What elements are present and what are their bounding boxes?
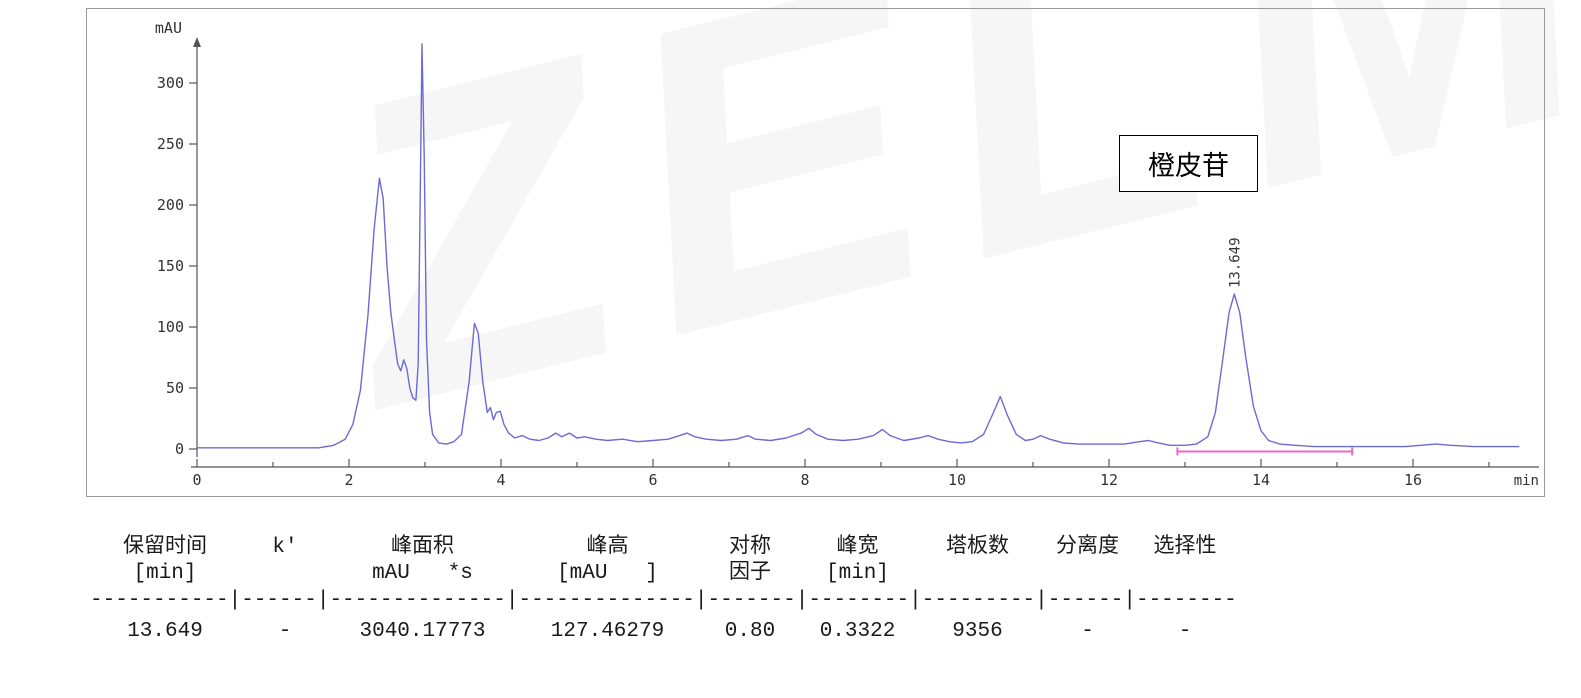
table-header-row2-cell	[240, 561, 330, 587]
table-data-row: 13.649 - 3040.17773 127.46279 0.80 0.3322 9356…	[90, 617, 1250, 647]
table-data-row-cell: 0.3322	[819, 620, 896, 643]
table-data-row-cell: 3040.17773	[359, 620, 486, 643]
y-tick-label: 150	[157, 257, 184, 275]
table-header-row1-cell: 峰面积	[391, 536, 454, 559]
y-tick-label: 300	[157, 74, 184, 92]
x-tick-label: 14	[1252, 471, 1270, 489]
table-header-row2: [min] mAU *s [mAU ] 因子 [min]	[90, 561, 1250, 587]
y-tick-label: 100	[157, 318, 184, 336]
table-header-row1-cell: 保留时间	[123, 536, 207, 559]
y-tick-label: 250	[157, 135, 184, 153]
table-header-row1-cell: 峰高	[586, 536, 629, 559]
table-data-row-cell: 13.649	[127, 620, 203, 643]
table-header-row2-cell: [min]	[825, 562, 889, 585]
table-header-row1: 保留时间 k' 峰面积 峰高 对称 峰宽 塔板数 分离度 选择性	[90, 535, 1250, 561]
chromatogram-panel: 0 50 100 150 200 250 300 mAU 0 2 4 6 8 10 12 14 16 min 13.…	[86, 8, 1545, 497]
x-tick-label: 16	[1404, 471, 1422, 489]
table-header-row1-cell: 塔板数	[946, 536, 1009, 559]
table-data-row-cell: 127.46279	[550, 620, 665, 643]
table-header-row2-cell	[915, 561, 1040, 587]
chromatogram-trace	[197, 43, 1520, 449]
table-header-row2-cell	[1040, 561, 1135, 587]
table-header-row1-cell: k'	[272, 536, 298, 559]
y-tick-label: 0	[175, 440, 184, 458]
table-header-row1-cell: 对称	[729, 536, 771, 559]
chromatogram-plot: 0 50 100 150 200 250 300 mAU 0 2 4 6 8 10 12 14 16 min 13.…	[155, 19, 1539, 489]
table-header-row1-cell: 分离度	[1056, 536, 1119, 559]
table-data-row-cell: -	[1178, 620, 1192, 643]
table-header-row2-cell: 因子	[729, 562, 771, 585]
table-header-row2-cell: [min]	[133, 562, 197, 585]
x-tick-label: 0	[192, 471, 201, 489]
y-tick-label: 200	[157, 196, 184, 214]
x-tick-label: 12	[1100, 471, 1118, 489]
table-data-row-cell: -	[278, 620, 292, 643]
table-separator: -----------|------|--------------|------…	[90, 589, 1237, 612]
y-axis-unit-label: mAU	[155, 19, 182, 37]
y-axis-arrow-icon	[193, 37, 201, 47]
table-header-row2-cell	[1135, 561, 1235, 587]
x-axis-unit-label: min	[1514, 473, 1539, 489]
x-tick-label: 8	[800, 471, 809, 489]
compound-annotation-box: 橙皮苷	[1119, 135, 1258, 192]
y-tick-label: 50	[166, 379, 184, 397]
table-header-row2-cell: [mAU ]	[557, 562, 658, 585]
table-data-row-cell: 0.80	[724, 620, 776, 643]
table-header-row2-cell: mAU *s	[372, 562, 473, 585]
x-tick-label: 10	[948, 471, 966, 489]
x-tick-label: 6	[648, 471, 657, 489]
table-header-row1-cell: 峰宽	[836, 536, 879, 559]
peak-retention-time-label: 13.649	[1227, 237, 1243, 288]
x-tick-label: 4	[496, 471, 505, 489]
table-data-row-cell: -	[1081, 620, 1094, 643]
table-data-row-cell: 9356	[952, 620, 1003, 643]
x-tick-label: 2	[344, 471, 353, 489]
peak-results-table: 保留时间 k' 峰面积 峰高 对称 峰宽 塔板数 分离度 选择性 [min] mAU *s [mAU …	[90, 535, 1250, 647]
table-header-row1-cell: 选择性	[1153, 536, 1217, 559]
